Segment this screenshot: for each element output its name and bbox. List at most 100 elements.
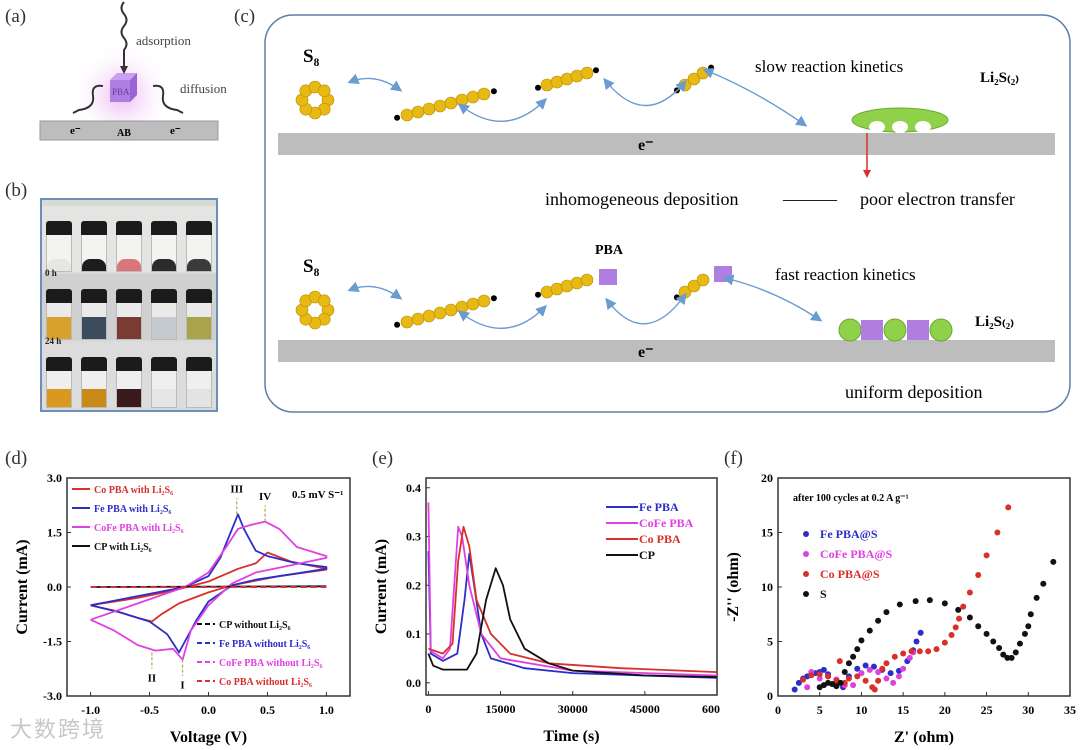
arrow-short-to-li2s [722, 274, 823, 322]
data-point [820, 666, 827, 673]
vial [81, 221, 108, 272]
arrow-medium-to-short [605, 292, 687, 325]
lithium-end [673, 294, 680, 301]
arrow-short-to-li2s [702, 67, 808, 127]
data-point [866, 666, 873, 673]
legend-label: Co PBA with Li₂S₆ [94, 485, 173, 496]
lithium-end [490, 295, 497, 302]
y-tick-label: 0.0 [406, 676, 421, 690]
legend-label: CP without Li₂S₆ [219, 620, 291, 631]
data-point [1004, 654, 1011, 661]
data-point [960, 603, 967, 610]
data-point [816, 675, 823, 682]
electron-right-text: e⁻ [170, 125, 181, 137]
data-point [975, 623, 982, 630]
diffusion-text: diffusion [180, 81, 227, 96]
series-co-pba-s [800, 504, 1012, 693]
x-axis-label: Z' (ohm) [894, 729, 954, 746]
lithium-end [535, 84, 541, 91]
data-point [825, 673, 832, 680]
panel-label-c: (c) [234, 6, 256, 27]
data-point [1000, 651, 1007, 658]
x-tick-label: 30000 [558, 702, 588, 716]
data-point [895, 673, 902, 680]
bottom-s8-label: S₈ [303, 256, 320, 277]
series-line-fe-pba-with-li-s- [90, 513, 328, 654]
data-point [1008, 654, 1015, 661]
adsorption-arrow-icon [120, 1, 128, 66]
data-point [841, 679, 848, 686]
data-point [908, 648, 915, 655]
scan-rate-annotation: 0.5 mV S⁻¹ [292, 489, 343, 501]
pba-cube-icon [861, 320, 883, 340]
vial [115, 221, 142, 272]
electron-left-text: e⁻ [70, 125, 81, 137]
time-label: 24 h [45, 336, 62, 346]
data-point [854, 673, 861, 680]
data-point [933, 646, 940, 653]
data-point [875, 617, 882, 624]
data-point [854, 665, 861, 672]
legend-label: CoFe PBA@S [820, 547, 892, 561]
pba-cube-icon [907, 320, 929, 340]
li2s-deposit-uniform [838, 318, 953, 342]
series-fe-pba-s [791, 629, 924, 693]
vial [185, 357, 212, 408]
y-tick-label: 10 [761, 580, 773, 594]
data-point [866, 627, 873, 634]
data-point [900, 665, 907, 672]
data-point [966, 589, 973, 596]
peak-label: III [230, 484, 243, 496]
vial-row: 24 h [42, 336, 216, 408]
s8-ring-icon [295, 80, 335, 120]
panel-label-f: (f) [724, 448, 743, 469]
x-tick-label: 20 [939, 703, 951, 717]
chronoamperometry-chart: 0 15000 30000 45000 60000 0.0 0.1 0.2 0.3 0.4 Time… [373, 477, 720, 745]
data-point [916, 648, 923, 655]
data-point [845, 660, 852, 667]
data-point [941, 600, 948, 607]
data-point [875, 677, 882, 684]
vial [81, 357, 108, 408]
void [892, 121, 908, 133]
arrow-medium-to-short [603, 77, 687, 107]
red-arrowhead [863, 170, 871, 178]
legend-label: Co PBA@S [820, 567, 880, 581]
diffusion-arrow-left-icon [72, 84, 104, 114]
data-point [948, 631, 955, 638]
data-point [887, 670, 894, 677]
data-point [955, 606, 962, 613]
y-axis-label: -Z'' (ohm) [725, 552, 742, 622]
x-axis-label: Time (s) [543, 728, 599, 745]
y-tick-label: 0 [767, 689, 773, 703]
top-kinetics-text: slow reaction kinetics [755, 57, 903, 76]
poor-electron-transfer-text: poor electron transfer [860, 189, 1015, 209]
series-line-cp [427, 567, 717, 678]
data-point [941, 639, 948, 646]
x-tick-label: 25 [981, 703, 993, 717]
pba-text: PBA [112, 87, 130, 97]
data-point [975, 572, 982, 579]
s8-ring-icon [295, 290, 335, 330]
vial [185, 221, 212, 272]
legend-label: S [820, 587, 827, 601]
legend-label: CoFe PBA with Li₂S₆ [94, 523, 184, 534]
data-point [858, 637, 865, 644]
data-point [912, 598, 919, 605]
data-point [906, 654, 913, 661]
series-line-cofe-pba-with-li-s- [90, 520, 328, 661]
data-point [833, 683, 840, 690]
data-point [862, 662, 869, 669]
sulfur-atom [444, 96, 458, 110]
data-point [956, 615, 963, 622]
x-tick-label: 30 [1022, 703, 1034, 717]
cycling-annotation: after 100 cycles at 0.2 A g⁻¹ [793, 493, 909, 504]
sulfur-atom [696, 66, 710, 80]
data-point [917, 629, 924, 636]
y-axis-label: Current (mA) [14, 539, 31, 634]
eis-nyquist-chart: 0 5 10 15 20 25 30 35 0 5 10 15 20 Z' (ohm) -Z'' (ohm)… [725, 471, 1076, 746]
li2s-particle [838, 318, 862, 342]
y-tick-label: 0.1 [406, 627, 421, 641]
vial [46, 289, 73, 340]
data-point [837, 679, 844, 686]
